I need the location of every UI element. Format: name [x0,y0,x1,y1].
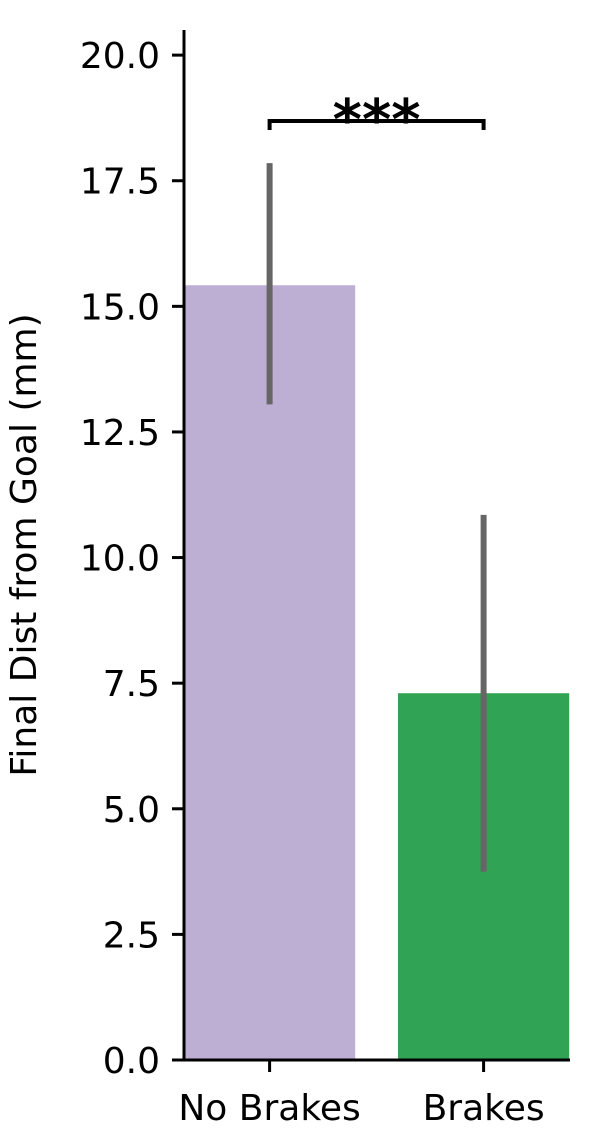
significance-bracket [267,119,486,130]
y-tick-label: 12.5 [80,413,160,454]
significance-label: *** [333,88,421,153]
y-tick-label: 10.0 [80,539,160,580]
y-tick-label: 5.0 [103,790,160,831]
x-tick-label: Brakes [423,1088,545,1129]
x-tick-label: No Brakes [178,1088,360,1129]
y-tick-label: 0.0 [103,1041,160,1082]
y-tick-label: 7.5 [103,664,160,705]
y-tick-label: 2.5 [103,915,160,956]
bar [184,285,356,1060]
y-tick-label: 20.0 [80,36,160,77]
y-tick-label: 17.5 [80,162,160,203]
y-axis-label: Final Dist from Goal (mm) [4,313,45,776]
y-tick-label: 15.0 [80,287,160,328]
